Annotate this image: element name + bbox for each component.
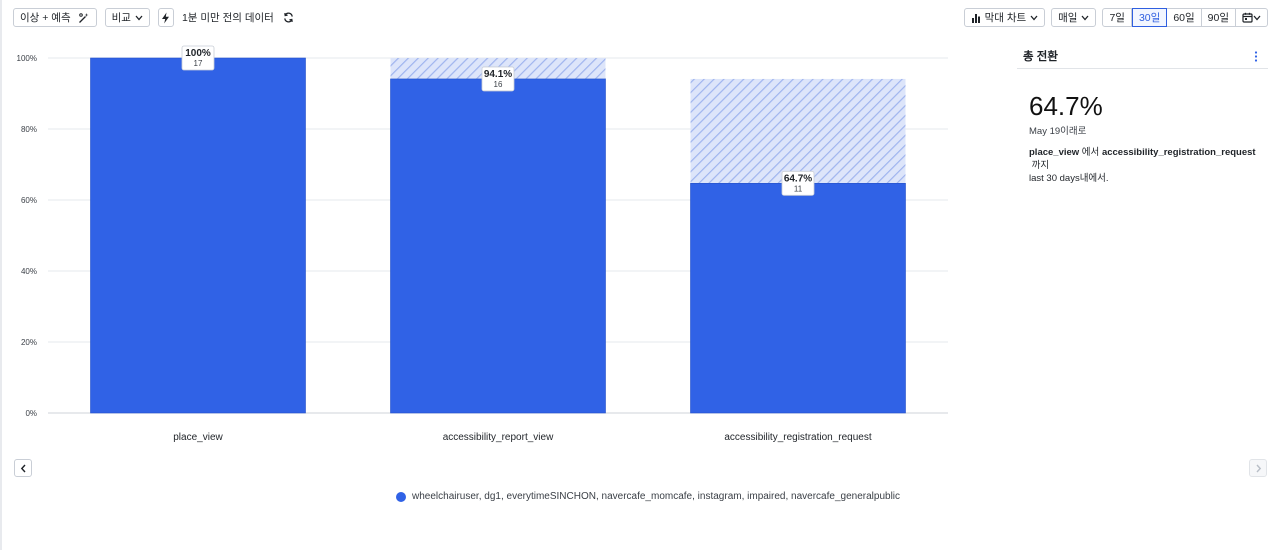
conversion-bar [90, 57, 306, 414]
conversion-value: 64.7% [1029, 91, 1103, 121]
panel-title: 총 전환 [1023, 51, 1058, 63]
chevron-left-icon [20, 464, 26, 472]
conversion-bar [390, 78, 606, 414]
toolbar-left: 이상 + 예측 비교 1분 미만 전의 데이터 [13, 8, 296, 27]
x-tick-label: accessibility_report_view [443, 432, 554, 443]
previous-page-button[interactable] [14, 459, 32, 477]
anomaly-forecast-button[interactable]: 이상 + 예측 [13, 8, 97, 27]
calendar-icon [1242, 12, 1253, 23]
chart-legend: wheelchairuser, dg1, everytimeSINCHON, n… [396, 491, 900, 502]
x-axis: place_view accessibility_report_view acces… [173, 432, 872, 443]
y-tick-label: 20% [21, 338, 37, 347]
data-freshness-label: 1분 미만 전의 데이터 [181, 12, 274, 24]
legend-swatch [396, 491, 406, 502]
chevron-down-icon [1081, 15, 1089, 21]
refresh-icon[interactable] [282, 11, 296, 25]
y-tick-label: 80% [21, 125, 37, 134]
interval-dropdown[interactable]: 매일 [1051, 8, 1097, 27]
total-conversion-panel: 총 전환 64.7% May 19이래로 place_view 에서 acces… [1017, 44, 1268, 185]
y-tick-label: 60% [21, 196, 37, 205]
y-tick-label: 0% [25, 409, 37, 418]
y-axis: 0% 20% 40% 60% 80% 100% [17, 54, 37, 418]
toolbar-right: 막대 차트 매일 7일 30일 60일 90일 [963, 8, 1268, 27]
bars [90, 57, 906, 414]
lightning-icon[interactable] [157, 8, 174, 27]
conversion-bar [690, 183, 906, 414]
x-tick-label: accessibility_registration_request [724, 432, 872, 443]
more-options-icon[interactable] [1248, 48, 1264, 64]
range-60d-button[interactable]: 60일 [1167, 8, 1202, 27]
from-suffix: 에서 [1079, 147, 1102, 158]
range-90d-button[interactable]: 90일 [1201, 8, 1236, 27]
percent-label: 100% [185, 48, 211, 59]
anomaly-forecast-label: 이상 + 예측 [20, 12, 71, 24]
next-page-button[interactable] [1249, 459, 1267, 477]
x-tick-label: place_view [173, 432, 223, 443]
count-label: 11 [794, 184, 803, 193]
y-tick-label: 40% [21, 267, 37, 276]
percent-label: 94.1% [484, 69, 512, 80]
y-tick-label: 100% [17, 54, 37, 63]
wand-icon [78, 12, 90, 24]
data-label-box [481, 66, 515, 92]
interval-label: 매일 [1058, 12, 1078, 24]
chevron-down-icon [1030, 15, 1038, 21]
data-label-box [181, 45, 215, 71]
period-text: last 30 days내에서. [1029, 173, 1109, 184]
to-event: accessibility_registration_request [1101, 147, 1256, 158]
panel-header: 총 전환 [1017, 44, 1268, 69]
range-30d-button[interactable]: 30일 [1131, 8, 1168, 27]
legend-label: wheelchairuser, dg1, everytimeSINCHON, n… [412, 491, 901, 502]
count-label: 16 [494, 80, 503, 89]
compare-dropdown[interactable]: 비교 [104, 8, 150, 27]
to-suffix: 까지 [1029, 160, 1050, 171]
bar-chart-icon [971, 13, 981, 23]
percent-label: 64.7% [784, 173, 812, 184]
since-date: May 19이래로 [1029, 126, 1087, 137]
compare-label: 비교 [111, 12, 131, 24]
data-labels: 100%17 94.1%16 64.7%11 [181, 45, 815, 196]
chevron-down-icon [135, 15, 143, 21]
calendar-dropdown[interactable] [1236, 8, 1268, 27]
from-event: place_view [1029, 147, 1080, 158]
funnel-bar-chart: 0%20%40%60%80%100% 100%1794.1%1664.7%11 … [17, 45, 948, 443]
left-edge-rule [0, 0, 2, 550]
range-7d-button[interactable]: 7일 [1102, 8, 1132, 27]
chart-type-dropdown[interactable]: 막대 차트 [963, 8, 1046, 27]
conversion-description: place_view 에서 accessibility_registration… [1017, 146, 1268, 185]
data-label-box [781, 170, 815, 196]
date-range-selector: 7일 30일 60일 90일 [1102, 8, 1268, 27]
dropoff-bar [690, 78, 906, 184]
count-label: 17 [194, 59, 203, 68]
chevron-right-icon [1255, 464, 1261, 472]
chart-type-label: 막대 차트 [984, 12, 1027, 24]
chevron-down-icon [1253, 12, 1261, 24]
